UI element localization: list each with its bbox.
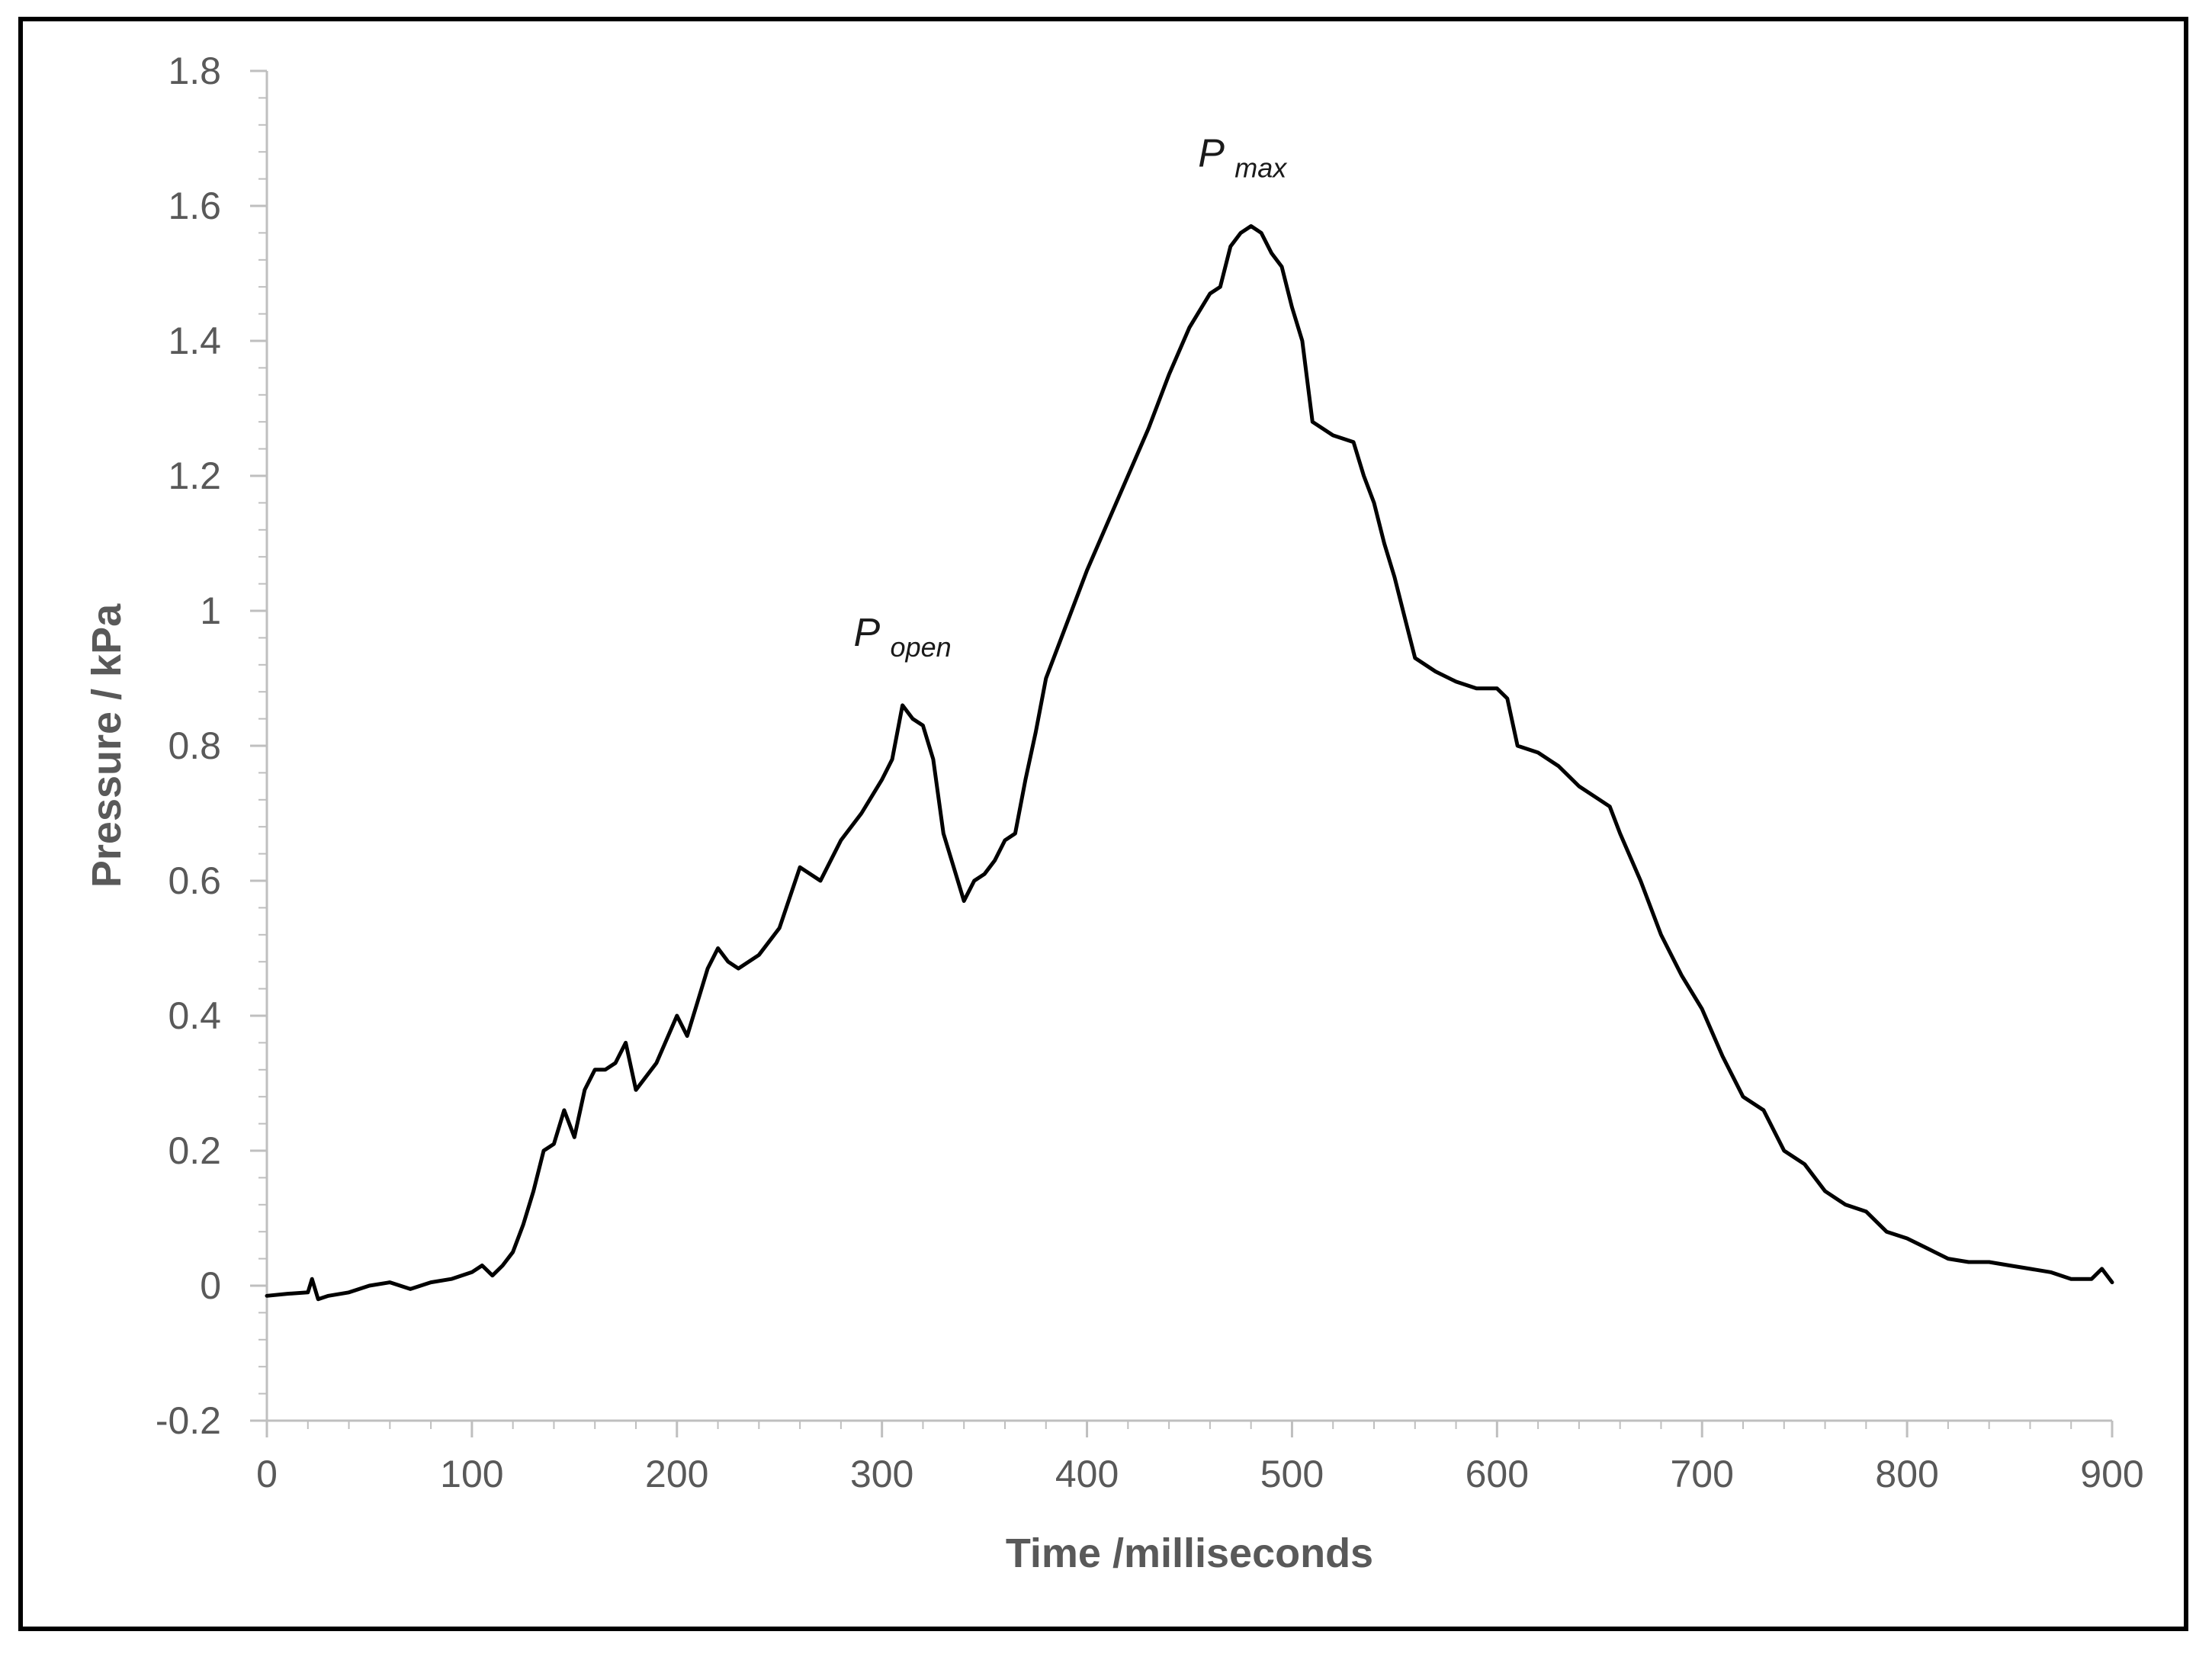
y-tick-label: 0 [200, 1264, 221, 1307]
x-axis-title: Time /milliseconds [1006, 1530, 1373, 1576]
y-tick-label: 1.4 [168, 320, 221, 362]
y-tick-label: 0.6 [168, 859, 221, 902]
axes [265, 71, 2112, 1422]
chart-frame [18, 17, 2188, 1631]
x-tick-label: 900 [2080, 1453, 2143, 1495]
y-tick-label: -0.2 [156, 1399, 221, 1442]
x-tick-label: 600 [1466, 1453, 1529, 1495]
x-tick-label: 400 [1055, 1453, 1119, 1495]
pressure-series-line [265, 224, 2114, 1302]
annotation-subscript: max [1234, 153, 1288, 184]
x-tick-label: 700 [1671, 1453, 1734, 1495]
x-tick-label: 800 [1875, 1453, 1938, 1495]
y-tick-label: 1 [200, 589, 221, 632]
x-tick-label: 100 [440, 1453, 503, 1495]
y-tick-label: 0.4 [168, 994, 221, 1037]
x-tick-label: 0 [256, 1453, 278, 1495]
y-tick-label: 0.2 [168, 1129, 221, 1172]
x-tick-label: 200 [645, 1453, 708, 1495]
x-tick-label: 300 [850, 1453, 913, 1495]
ticks [250, 69, 2114, 1437]
x-tick-label: 500 [1260, 1453, 1324, 1495]
y-tick-label: 0.8 [168, 724, 221, 767]
y-axis-title: Pressure / kPa [84, 603, 130, 888]
y-tick-label: 1.8 [168, 50, 221, 92]
y-tick-label: 1.6 [168, 185, 221, 227]
tick-labels: -0.2 0 0.2 0.4 0.6 0.8 1 1.2 1.4 1.6 1.8 0 100 200 300… [156, 50, 2144, 1495]
y-tick-label: 1.2 [168, 454, 221, 497]
annotation-subscript: open [891, 631, 952, 663]
annotation-symbol: P [1198, 132, 1225, 176]
annotation-symbol: P [854, 611, 881, 655]
